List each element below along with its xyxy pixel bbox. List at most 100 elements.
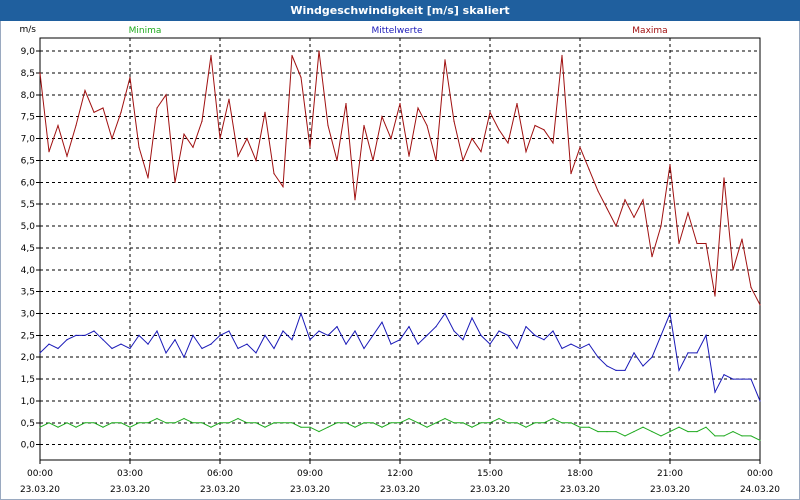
data-point-maxima — [165, 94, 167, 96]
data-point-maxima — [219, 137, 221, 140]
data-point-minima — [192, 422, 194, 424]
data-point-mittelwerte — [309, 339, 311, 341]
data-point-mittelwerte — [543, 339, 545, 341]
data-point-mittelwerte — [588, 343, 590, 345]
data-point-mittelwerte — [93, 330, 95, 332]
axes: 0,0 0,5 1,0 1,5 2,0 2,5 3,0 3,5 4,0 4,5 5,0 5,5 6,0 6… — [20, 25, 781, 495]
data-point-minima — [597, 430, 599, 433]
data-point-minima — [111, 422, 113, 424]
data-point-minima — [120, 422, 122, 424]
data-point-minima — [372, 422, 374, 424]
data-point-maxima — [408, 155, 410, 157]
data-point-maxima — [264, 111, 266, 113]
data-point-minima — [300, 426, 302, 428]
data-point-minima — [552, 417, 554, 420]
data-point-maxima — [399, 102, 401, 105]
y-tick-label: 0,0 — [21, 441, 36, 451]
data-point-mittelwerte — [75, 334, 77, 336]
data-point-minima — [408, 417, 410, 420]
y-tick-label: 7,0 — [21, 135, 36, 145]
data-point-minima — [345, 422, 347, 424]
data-point-maxima — [66, 155, 68, 157]
data-point-mittelwerte — [741, 378, 743, 380]
data-point-mittelwerte — [714, 391, 716, 393]
data-point-mittelwerte — [489, 343, 491, 345]
data-point-minima — [219, 422, 221, 424]
data-point-maxima — [291, 54, 293, 57]
data-point-minima — [435, 422, 437, 424]
data-point-minima — [75, 426, 77, 428]
data-point-mittelwerte — [408, 326, 410, 328]
data-point-mittelwerte — [651, 356, 653, 358]
data-point-minima — [201, 422, 203, 424]
x-tick-time: 06:00 — [207, 469, 233, 479]
data-point-maxima — [372, 159, 374, 162]
data-point-minima — [714, 435, 716, 437]
data-point-mittelwerte — [732, 378, 734, 380]
data-point-minima — [318, 430, 320, 433]
data-point-minima — [291, 422, 293, 424]
data-point-minima — [363, 422, 365, 424]
x-tick-time: 03:00 — [117, 469, 143, 479]
data-point-mittelwerte — [138, 334, 140, 336]
data-point-minima — [273, 422, 275, 424]
data-point-mittelwerte — [174, 339, 176, 341]
data-point-minima — [606, 430, 608, 433]
data-point-maxima — [687, 212, 689, 214]
data-point-maxima — [102, 107, 104, 109]
data-point-mittelwerte — [129, 347, 131, 350]
data-point-maxima — [327, 124, 329, 127]
legend: Minima Mittelwerte Maxima — [129, 26, 668, 36]
x-tick-date: 23.03.20 — [470, 485, 510, 495]
data-point-mittelwerte — [471, 317, 473, 319]
data-point-minima — [507, 422, 509, 424]
data-point-minima — [336, 422, 338, 424]
data-point-mittelwerte — [399, 339, 401, 341]
data-point-minima — [93, 422, 95, 424]
x-tick-time: 00:00 — [747, 469, 773, 479]
data-point-minima — [723, 435, 725, 437]
data-point-maxima — [363, 124, 365, 127]
data-point-maxima — [741, 238, 743, 240]
data-point-maxima — [498, 129, 500, 131]
data-point-maxima — [84, 89, 86, 92]
data-point-minima — [246, 422, 248, 424]
data-point-mittelwerte — [642, 365, 644, 367]
data-point-mittelwerte — [165, 352, 167, 354]
y-tick-label: 1,5 — [21, 375, 35, 385]
data-point-mittelwerte — [318, 330, 320, 332]
data-point-maxima — [669, 164, 671, 166]
data-point-mittelwerte — [48, 343, 50, 345]
data-point-mittelwerte — [66, 339, 68, 341]
y-tick-label: 2,5 — [21, 331, 35, 341]
x-tick-date: 23.03.20 — [200, 485, 240, 495]
data-point-maxima — [507, 142, 509, 144]
data-point-maxima — [534, 124, 536, 127]
data-point-mittelwerte — [264, 334, 266, 336]
data-point-maxima — [336, 159, 338, 162]
data-point-minima — [687, 430, 689, 433]
x-tick-date: 24.03.20 — [740, 485, 780, 495]
y-tick-label: 3,0 — [21, 310, 36, 320]
data-point-mittelwerte — [552, 330, 554, 332]
data-point-maxima — [633, 216, 635, 218]
y-tick-label: 8,0 — [21, 91, 36, 101]
legend-mittelwerte: Mittelwerte — [371, 26, 422, 36]
y-tick-label: 2,0 — [21, 353, 36, 363]
x-tick-date: 23.03.20 — [20, 485, 60, 495]
data-point-minima — [579, 426, 581, 428]
data-point-minima — [282, 422, 284, 424]
grid — [40, 38, 760, 460]
plot-border — [39, 37, 761, 461]
data-point-maxima — [48, 151, 50, 153]
data-point-mittelwerte — [273, 347, 275, 350]
y-tick-label: 6,0 — [21, 178, 36, 188]
x-tick-date: 23.03.20 — [650, 485, 690, 495]
x-tick-time: 21:00 — [657, 469, 683, 479]
data-point-maxima — [543, 129, 545, 131]
y-tick-label: 6,5 — [21, 156, 35, 166]
data-point-maxima — [723, 177, 725, 179]
data-point-mittelwerte — [561, 347, 563, 350]
data-point-mittelwerte — [354, 330, 356, 332]
